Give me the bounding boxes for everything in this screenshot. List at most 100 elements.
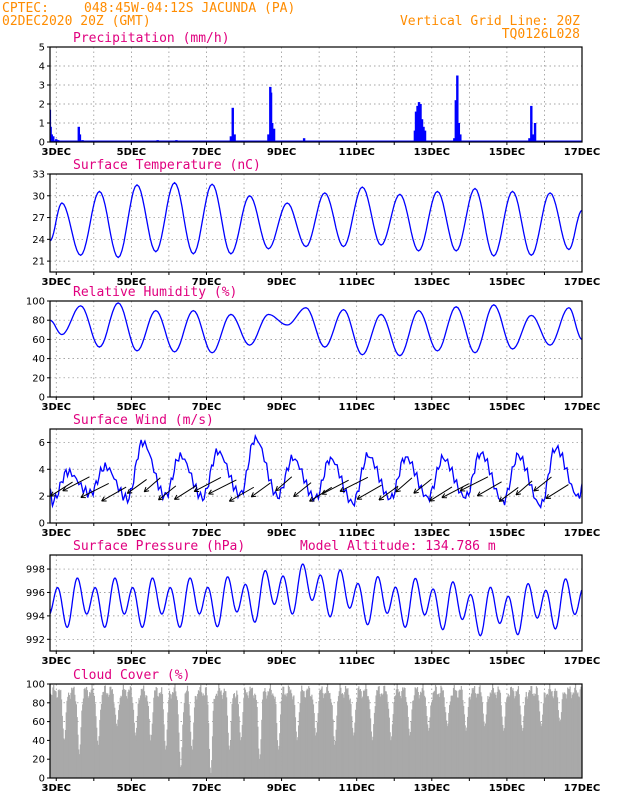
cloud-bar	[400, 698, 402, 778]
cloud-bar	[298, 712, 300, 778]
cloud-bar	[334, 740, 336, 778]
cloud-bar	[568, 688, 570, 778]
cloud-bar	[347, 688, 349, 778]
cloud-bar	[531, 686, 533, 778]
cloud-bar	[567, 688, 570, 778]
cloud-bar	[466, 716, 469, 778]
cloud-bar	[194, 695, 196, 778]
cloud-bar	[472, 689, 474, 778]
cloud-bar	[484, 723, 487, 778]
cloud-bar	[439, 693, 441, 778]
pressure-ytick-label: 992	[26, 635, 45, 646]
cloud-bar	[225, 691, 227, 778]
cloud-bar	[245, 693, 247, 778]
cloud-bar	[218, 684, 220, 778]
cloud-bar	[222, 692, 225, 778]
cloud-bar	[502, 730, 505, 778]
cloud-bar	[328, 693, 330, 778]
cloud-bar	[525, 691, 527, 778]
cloud-bar	[304, 697, 306, 778]
cloud-bar	[71, 687, 73, 778]
cloud-bar	[64, 730, 67, 778]
cloud-bar	[92, 688, 94, 778]
cloud-bar	[396, 684, 398, 778]
cloud-bar	[530, 686, 532, 778]
wind-arrow	[429, 486, 453, 502]
cloud-bar	[395, 689, 397, 778]
temp-plot	[50, 181, 582, 259]
precip-ytick-label: 2	[39, 100, 45, 111]
cloud-bar	[547, 695, 549, 778]
cloud-bar	[81, 710, 83, 778]
cloud-bar	[557, 710, 559, 778]
cloud-bar	[546, 693, 548, 778]
cloud-bar	[315, 732, 318, 778]
cloud-bar	[540, 726, 542, 778]
cloud-bar	[487, 696, 489, 778]
cloud-bar	[555, 691, 557, 778]
cloud-bar	[559, 721, 561, 778]
cloud-bar	[163, 724, 165, 778]
cloud-bar	[229, 740, 232, 778]
rh-ytick-label: 60	[32, 335, 45, 346]
cloud-bar	[391, 724, 394, 778]
pressure-xtick-label: 3DEC	[42, 656, 71, 667]
cloud-bar	[466, 727, 468, 778]
cloud-bar	[337, 696, 340, 778]
cloud-bar	[462, 700, 464, 778]
cloud-bar	[565, 698, 567, 778]
cloud-bar	[377, 690, 379, 778]
cloud-bar	[236, 690, 238, 778]
precip-ytick-label: 3	[39, 81, 45, 92]
cloud-bar	[283, 694, 286, 778]
cloud-bar	[207, 704, 209, 778]
cloud-bar	[136, 727, 138, 778]
wind-arrow	[101, 486, 127, 502]
cloud-bar	[276, 723, 278, 778]
cloud-bar	[107, 696, 110, 778]
cloud-bar	[399, 695, 401, 778]
cloud-bar	[208, 723, 210, 778]
cloud-bar	[376, 690, 378, 778]
cloud-bar	[499, 690, 501, 778]
cloud-bar	[139, 700, 141, 778]
cloud-bar	[394, 696, 396, 778]
cloud-bar	[193, 707, 196, 778]
cloud-bar	[297, 737, 299, 778]
cloud-bar	[564, 693, 566, 778]
cloud-bar	[446, 726, 448, 778]
cloud-bar	[113, 703, 115, 778]
cloud-bar	[224, 691, 226, 778]
cloud-bar	[490, 693, 492, 778]
cloud-bar	[263, 690, 265, 778]
rh-ytick-label: 0	[39, 393, 45, 404]
wind-xtick-label: 11DEC	[338, 528, 374, 539]
cloud-bar	[432, 692, 434, 778]
cloud-bar	[413, 695, 415, 778]
temp-xtick-label: 9DEC	[267, 277, 296, 288]
cloud-bar	[134, 732, 136, 778]
cloud-bar	[165, 749, 167, 778]
cloud-bar	[160, 692, 162, 778]
wind-frame	[49, 428, 583, 524]
cloud-bar	[374, 706, 376, 778]
cloud-bar	[260, 739, 262, 778]
cloud-bar	[379, 693, 381, 778]
cloud-bar	[336, 715, 338, 778]
cloud-bar	[567, 687, 569, 778]
cloud-bar	[438, 693, 440, 778]
cloud-bar	[82, 704, 84, 778]
cloud-bar	[73, 686, 75, 778]
precip-bar	[50, 134, 53, 142]
cloud-bar	[64, 739, 66, 778]
cloud-bar	[122, 684, 124, 778]
cloud-bar	[198, 691, 200, 778]
cloud-bar	[243, 698, 245, 778]
cloud-bar	[312, 699, 314, 778]
cloud-bar	[438, 696, 441, 778]
rh-ytick-label: 40	[32, 354, 45, 365]
cloud-bar	[137, 703, 139, 778]
cloud-bar	[190, 731, 192, 778]
cloud-bar	[427, 730, 430, 778]
cloud-bar	[199, 687, 201, 778]
